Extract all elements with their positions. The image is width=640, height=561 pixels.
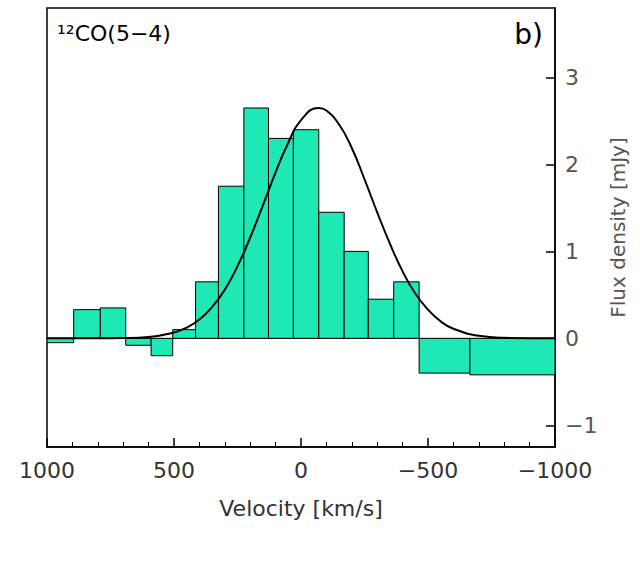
svg-text:2: 2 (565, 152, 579, 177)
svg-text:−500: −500 (398, 458, 458, 483)
svg-text:500: 500 (153, 458, 195, 483)
svg-text:3: 3 (565, 65, 579, 90)
svg-text:1: 1 (565, 239, 579, 264)
svg-text:0: 0 (565, 326, 579, 351)
svg-text:−1000: −1000 (518, 458, 592, 483)
svg-text:0: 0 (294, 458, 308, 483)
svg-text:Flux density [mJy]: Flux density [mJy] (606, 137, 630, 317)
svg-text:1000: 1000 (19, 458, 75, 483)
svg-text:Velocity [km/s]: Velocity [km/s] (219, 496, 383, 521)
svg-text:−1: −1 (565, 413, 597, 438)
svg-text:¹²CO(5−4): ¹²CO(5−4) (57, 21, 171, 46)
svg-text:b): b) (514, 18, 543, 51)
